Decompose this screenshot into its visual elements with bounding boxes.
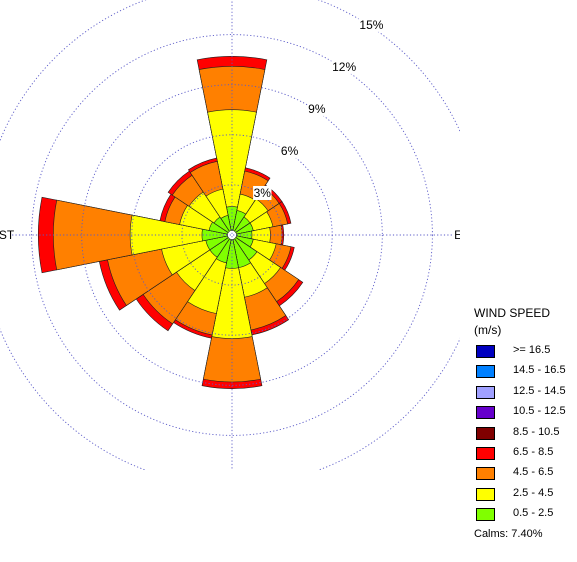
- ring-12-percent: [31, 34, 433, 436]
- legend-item: 2.5 - 4.5: [474, 486, 577, 506]
- legend-title: WIND SPEED: [474, 306, 551, 320]
- ring-9-percent: [81, 84, 383, 386]
- legend-swatch: [476, 345, 495, 358]
- legend-swatch: [476, 446, 495, 460]
- ring-label-15: 15%: [359, 18, 383, 32]
- legend-label: 0.5 - 2.5: [513, 507, 554, 520]
- ring-label-6: 6%: [281, 144, 299, 158]
- legend-item: 14.5 - 16.5: [474, 363, 577, 383]
- ring-label-12: 12%: [332, 60, 356, 74]
- ring-label-6-background: [280, 143, 299, 158]
- legend-label: 12.5 - 14.5: [513, 384, 566, 397]
- legend-swatch: [476, 385, 495, 399]
- label-west-background: [0, 228, 11, 242]
- wind-rose-chart: 3%6%9%12%15%NORTHSOUTHWESTEAST: [0, 0, 460, 470]
- petal-NNW-bin-1: [220, 214, 233, 236]
- ring-label-3-background: [253, 185, 272, 200]
- ring-label-9: 9%: [308, 102, 326, 116]
- legend-swatch: [476, 487, 495, 501]
- ring-label-15-background: [358, 17, 385, 32]
- legend-swatch: [476, 426, 495, 440]
- legend-item: 4.5 - 6.5: [474, 465, 577, 485]
- calms-label: Calms: 7.40%: [474, 527, 543, 540]
- legend-label: 4.5 - 6.5: [513, 466, 554, 479]
- legend-swatch: [476, 508, 495, 522]
- calm-center: [227, 230, 237, 240]
- legend-item: 0.5 - 2.5: [474, 506, 577, 526]
- label-east: EAST: [454, 228, 460, 242]
- ring-label-12-background: [331, 59, 357, 74]
- petal-W-bin-2: [129, 214, 233, 256]
- legend-label: 14.5 - 16.5: [513, 364, 566, 377]
- legend-swatch: [476, 406, 495, 420]
- legend-swatch: [476, 467, 495, 481]
- legend-item: 10.5 - 12.5: [474, 404, 577, 424]
- legend-unit: (m/s): [474, 323, 502, 337]
- legend-label: >= 16.5: [513, 344, 551, 356]
- legend: WIND SPEED (m/s) >= 16.5 14.5 - 16.5 12.5 …: [474, 305, 577, 540]
- label-west: WEST: [0, 228, 15, 242]
- label-east-background: [452, 228, 460, 242]
- legend-item: >= 16.5: [474, 343, 577, 363]
- legend-label: 10.5 - 12.5: [513, 405, 566, 418]
- legend-item: 8.5 - 10.5: [474, 425, 577, 445]
- ring-3-percent: [181, 184, 283, 286]
- ring-label-9-background: [307, 101, 327, 116]
- legend-item: 6.5 - 8.5: [474, 445, 577, 465]
- legend-label: 2.5 - 4.5: [513, 486, 554, 499]
- legend-label: 8.5 - 10.5: [513, 425, 560, 438]
- legend-label: 6.5 - 8.5: [513, 445, 554, 458]
- ring-label-3: 3%: [254, 186, 272, 200]
- legend-item: 12.5 - 14.5: [474, 384, 577, 404]
- legend-swatch: [476, 365, 495, 379]
